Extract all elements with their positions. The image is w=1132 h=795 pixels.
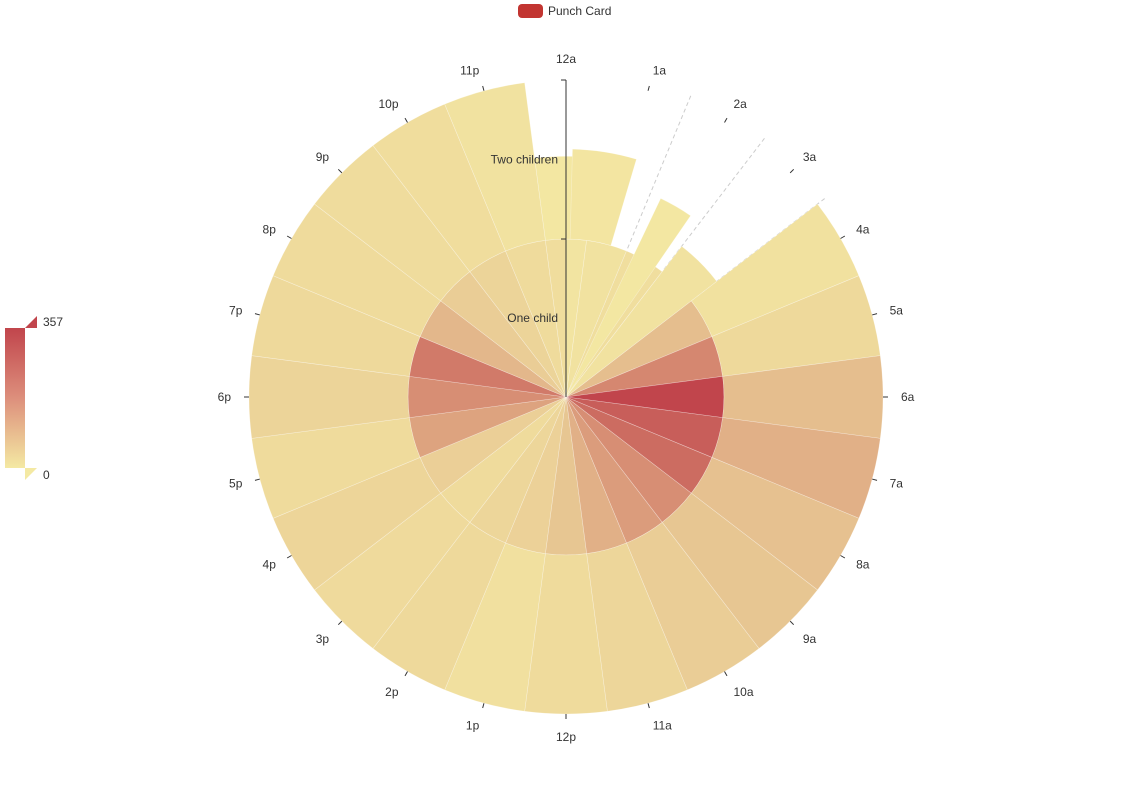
bar-two-children-4a[interactable] bbox=[690, 203, 860, 337]
angle-axis-label-3p: 3p bbox=[316, 632, 330, 646]
radius-axis-label: One child bbox=[507, 311, 558, 325]
angle-axis-tick bbox=[789, 168, 795, 174]
bar-two-children-3p[interactable] bbox=[314, 492, 471, 649]
angle-axis-tick bbox=[872, 478, 878, 481]
bar-two-children-7p[interactable] bbox=[251, 275, 421, 377]
bar-two-children-11p[interactable] bbox=[444, 82, 546, 252]
angle-axis-label-5a: 5a bbox=[890, 303, 904, 317]
angle-axis-label-7a: 7a bbox=[890, 477, 904, 491]
angle-axis-tick bbox=[337, 620, 343, 626]
angle-axis-label-10a: 10a bbox=[734, 685, 754, 699]
bar-one-child-1a[interactable] bbox=[565, 240, 627, 398]
empty-sector-line bbox=[565, 137, 766, 398]
visual-map[interactable]: 357 0 bbox=[5, 314, 75, 484]
visual-map-max-label: 357 bbox=[43, 315, 64, 329]
bar-two-children-8a[interactable] bbox=[690, 457, 860, 591]
angle-axis-label-1p: 1p bbox=[466, 719, 480, 733]
angle-axis-tick bbox=[286, 235, 292, 239]
angle-axis-tick bbox=[872, 313, 878, 316]
bar-two-children-12p[interactable] bbox=[524, 553, 608, 715]
bar-two-children-6a[interactable] bbox=[722, 355, 884, 439]
bar-two-children-10a[interactable] bbox=[626, 521, 760, 691]
bar-one-child-6p[interactable] bbox=[407, 376, 567, 418]
legend-swatch bbox=[518, 4, 543, 18]
angle-axis-tick bbox=[404, 117, 408, 123]
legend[interactable]: Punch Card bbox=[518, 4, 611, 18]
bar-two-children-8p[interactable] bbox=[272, 203, 442, 337]
angle-axis-label-8p: 8p bbox=[263, 223, 277, 237]
visual-map-max-handle[interactable] bbox=[25, 316, 37, 328]
angle-axis-label-11p: 11p bbox=[460, 63, 479, 77]
bar-two-children-4p[interactable] bbox=[272, 457, 442, 591]
bar-two-children-9a[interactable] bbox=[661, 492, 818, 649]
angle-axis-label-1a: 1a bbox=[653, 63, 667, 77]
radius-axis-label: Two children bbox=[491, 153, 558, 167]
angle-axis-label-6a: 6a bbox=[901, 390, 915, 404]
bar-two-children-5a[interactable] bbox=[711, 275, 881, 377]
bar-two-children-6p[interactable] bbox=[248, 355, 410, 439]
angle-axis-label-9p: 9p bbox=[316, 150, 330, 164]
bar-one-child-6a[interactable] bbox=[565, 376, 725, 418]
angle-axis-label-9a: 9a bbox=[803, 632, 817, 646]
angle-axis-label-4a: 4a bbox=[856, 223, 870, 237]
angle-axis-tick bbox=[404, 671, 408, 677]
angle-axis-label-5p: 5p bbox=[229, 477, 243, 491]
angle-axis-label-2p: 2p bbox=[385, 685, 399, 699]
bar-one-child-2a[interactable] bbox=[565, 198, 692, 398]
angle-axis-tick bbox=[840, 235, 846, 239]
bar-two-children-7a[interactable] bbox=[711, 417, 881, 519]
angle-axis-label-3a: 3a bbox=[803, 150, 817, 164]
angle-axis-label-6p: 6p bbox=[218, 390, 232, 404]
angle-axis-tick bbox=[724, 117, 728, 123]
visual-map-min-handle[interactable] bbox=[25, 468, 37, 480]
angle-axis-tick bbox=[647, 703, 650, 709]
bar-one-child-3a[interactable] bbox=[565, 245, 718, 398]
angle-axis-tick bbox=[724, 671, 728, 677]
bar-two-children-2p[interactable] bbox=[372, 521, 506, 691]
angle-axis-label-10p: 10p bbox=[378, 97, 398, 111]
visual-map-min-label: 0 bbox=[43, 468, 50, 482]
angle-axis-tick bbox=[337, 168, 343, 174]
angle-axis-label-7p: 7p bbox=[229, 303, 243, 317]
visual-map-gradient-bar[interactable] bbox=[5, 328, 25, 468]
angle-axis-label-4p: 4p bbox=[263, 558, 277, 572]
angle-axis-tick bbox=[254, 478, 260, 481]
angle-axis-label-2a: 2a bbox=[734, 97, 748, 111]
angle-axis-tick bbox=[840, 555, 846, 559]
angle-axis-label-12a: 12a bbox=[556, 52, 576, 66]
bar-two-children-9p[interactable] bbox=[314, 145, 471, 302]
bar-two-children-10p[interactable] bbox=[372, 103, 506, 273]
bar-two-children-11a[interactable] bbox=[586, 542, 688, 712]
angle-axis-tick bbox=[286, 555, 292, 559]
angle-axis-label-11a: 11a bbox=[653, 719, 672, 733]
bar-two-children-1a[interactable] bbox=[569, 148, 637, 246]
angle-axis-label-8a: 8a bbox=[856, 558, 870, 572]
angle-axis-tick bbox=[647, 85, 650, 91]
angle-axis-label-12p: 12p bbox=[556, 730, 576, 744]
angle-axis-tick bbox=[482, 703, 485, 709]
angle-axis-tick bbox=[482, 85, 485, 91]
empty-sector-line bbox=[565, 94, 692, 398]
legend-label: Punch Card bbox=[548, 4, 612, 18]
angle-axis-tick bbox=[254, 313, 260, 316]
bar-two-children-1p[interactable] bbox=[444, 542, 546, 712]
angle-axis-tick bbox=[789, 620, 795, 626]
bar-one-child-12p[interactable] bbox=[545, 396, 587, 556]
bar-two-children-5p[interactable] bbox=[251, 417, 421, 519]
